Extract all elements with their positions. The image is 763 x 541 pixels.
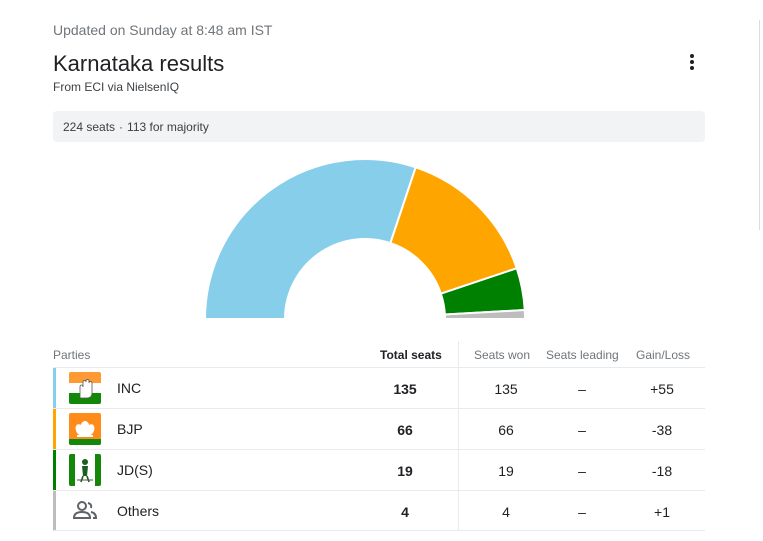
seat-summary: 224 seats · 113 for majority — [53, 111, 705, 142]
more-options-icon[interactable] — [682, 52, 702, 72]
source-text: From ECI via NielsenIQ — [53, 80, 180, 94]
seats-won-value: 66 — [498, 422, 514, 438]
header-seats-won: Seats won — [474, 348, 531, 362]
gain-loss-value: -18 — [651, 463, 673, 479]
results-table: Parties Total seats Seats won Seats lead… — [53, 341, 705, 531]
column-divider — [458, 341, 459, 367]
table-header: Parties Total seats Seats won Seats lead… — [53, 341, 705, 367]
header-gain-loss: Gain/Loss — [636, 348, 691, 362]
chart-slice-bjp[interactable] — [389, 165, 519, 295]
total-seats-value: 19 — [397, 463, 413, 479]
header-seats-leading: Seats leading — [546, 348, 619, 362]
seats-won-value: 19 — [498, 463, 514, 479]
panel-divider — [759, 20, 760, 230]
people-icon — [72, 501, 98, 519]
total-seats-value: 135 — [393, 381, 417, 397]
seats-won-value: 135 — [494, 381, 518, 397]
majority-text: 113 for majority — [127, 120, 209, 134]
seats-leading-value: – — [578, 381, 586, 397]
party-name: INC — [117, 380, 142, 396]
seats-leading-value: – — [578, 422, 586, 438]
party-color-bar — [53, 450, 56, 490]
column-divider — [458, 368, 459, 408]
total-seats-value: 66 — [397, 422, 413, 438]
inc-hand-logo-icon — [69, 372, 101, 404]
total-seats-text: 224 seats — [63, 120, 116, 134]
summary-separator: · — [119, 120, 124, 134]
bjp-lotus-logo-icon — [69, 413, 101, 445]
header-parties: Parties — [53, 348, 91, 362]
page-title: Karnataka results — [53, 51, 225, 76]
party-color-bar — [53, 368, 56, 408]
total-seats-value: 4 — [401, 504, 409, 520]
column-divider — [458, 409, 459, 449]
column-divider — [458, 450, 459, 490]
seats-won-value: 4 — [502, 504, 510, 520]
gain-loss-value: -38 — [651, 422, 673, 438]
party-color-bar — [53, 491, 56, 530]
party-name: BJP — [117, 421, 143, 437]
header-total-seats: Total seats — [380, 348, 442, 362]
chart-slice-inc[interactable] — [203, 158, 417, 320]
seats-leading-value: – — [578, 463, 586, 479]
table-row[interactable]: Others 4 4 – +1 — [53, 490, 705, 531]
table-row[interactable]: INC 135 135 – +55 — [53, 367, 705, 408]
gain-loss-value: +55 — [650, 381, 674, 397]
jds-farmer-logo-icon — [69, 454, 101, 486]
party-color-bar — [53, 409, 56, 449]
chart-slice-others[interactable] — [443, 308, 527, 320]
table-row[interactable]: JD(S) 19 19 – -18 — [53, 449, 705, 490]
seats-leading-value: – — [578, 504, 586, 520]
party-name: JD(S) — [117, 462, 153, 478]
party-name: Others — [117, 503, 160, 519]
column-divider — [458, 491, 459, 530]
updated-timestamp: Updated on Sunday at 8:48 am IST — [53, 22, 273, 38]
gain-loss-value: +1 — [654, 504, 670, 520]
table-row[interactable]: BJP 66 66 – -38 — [53, 408, 705, 449]
